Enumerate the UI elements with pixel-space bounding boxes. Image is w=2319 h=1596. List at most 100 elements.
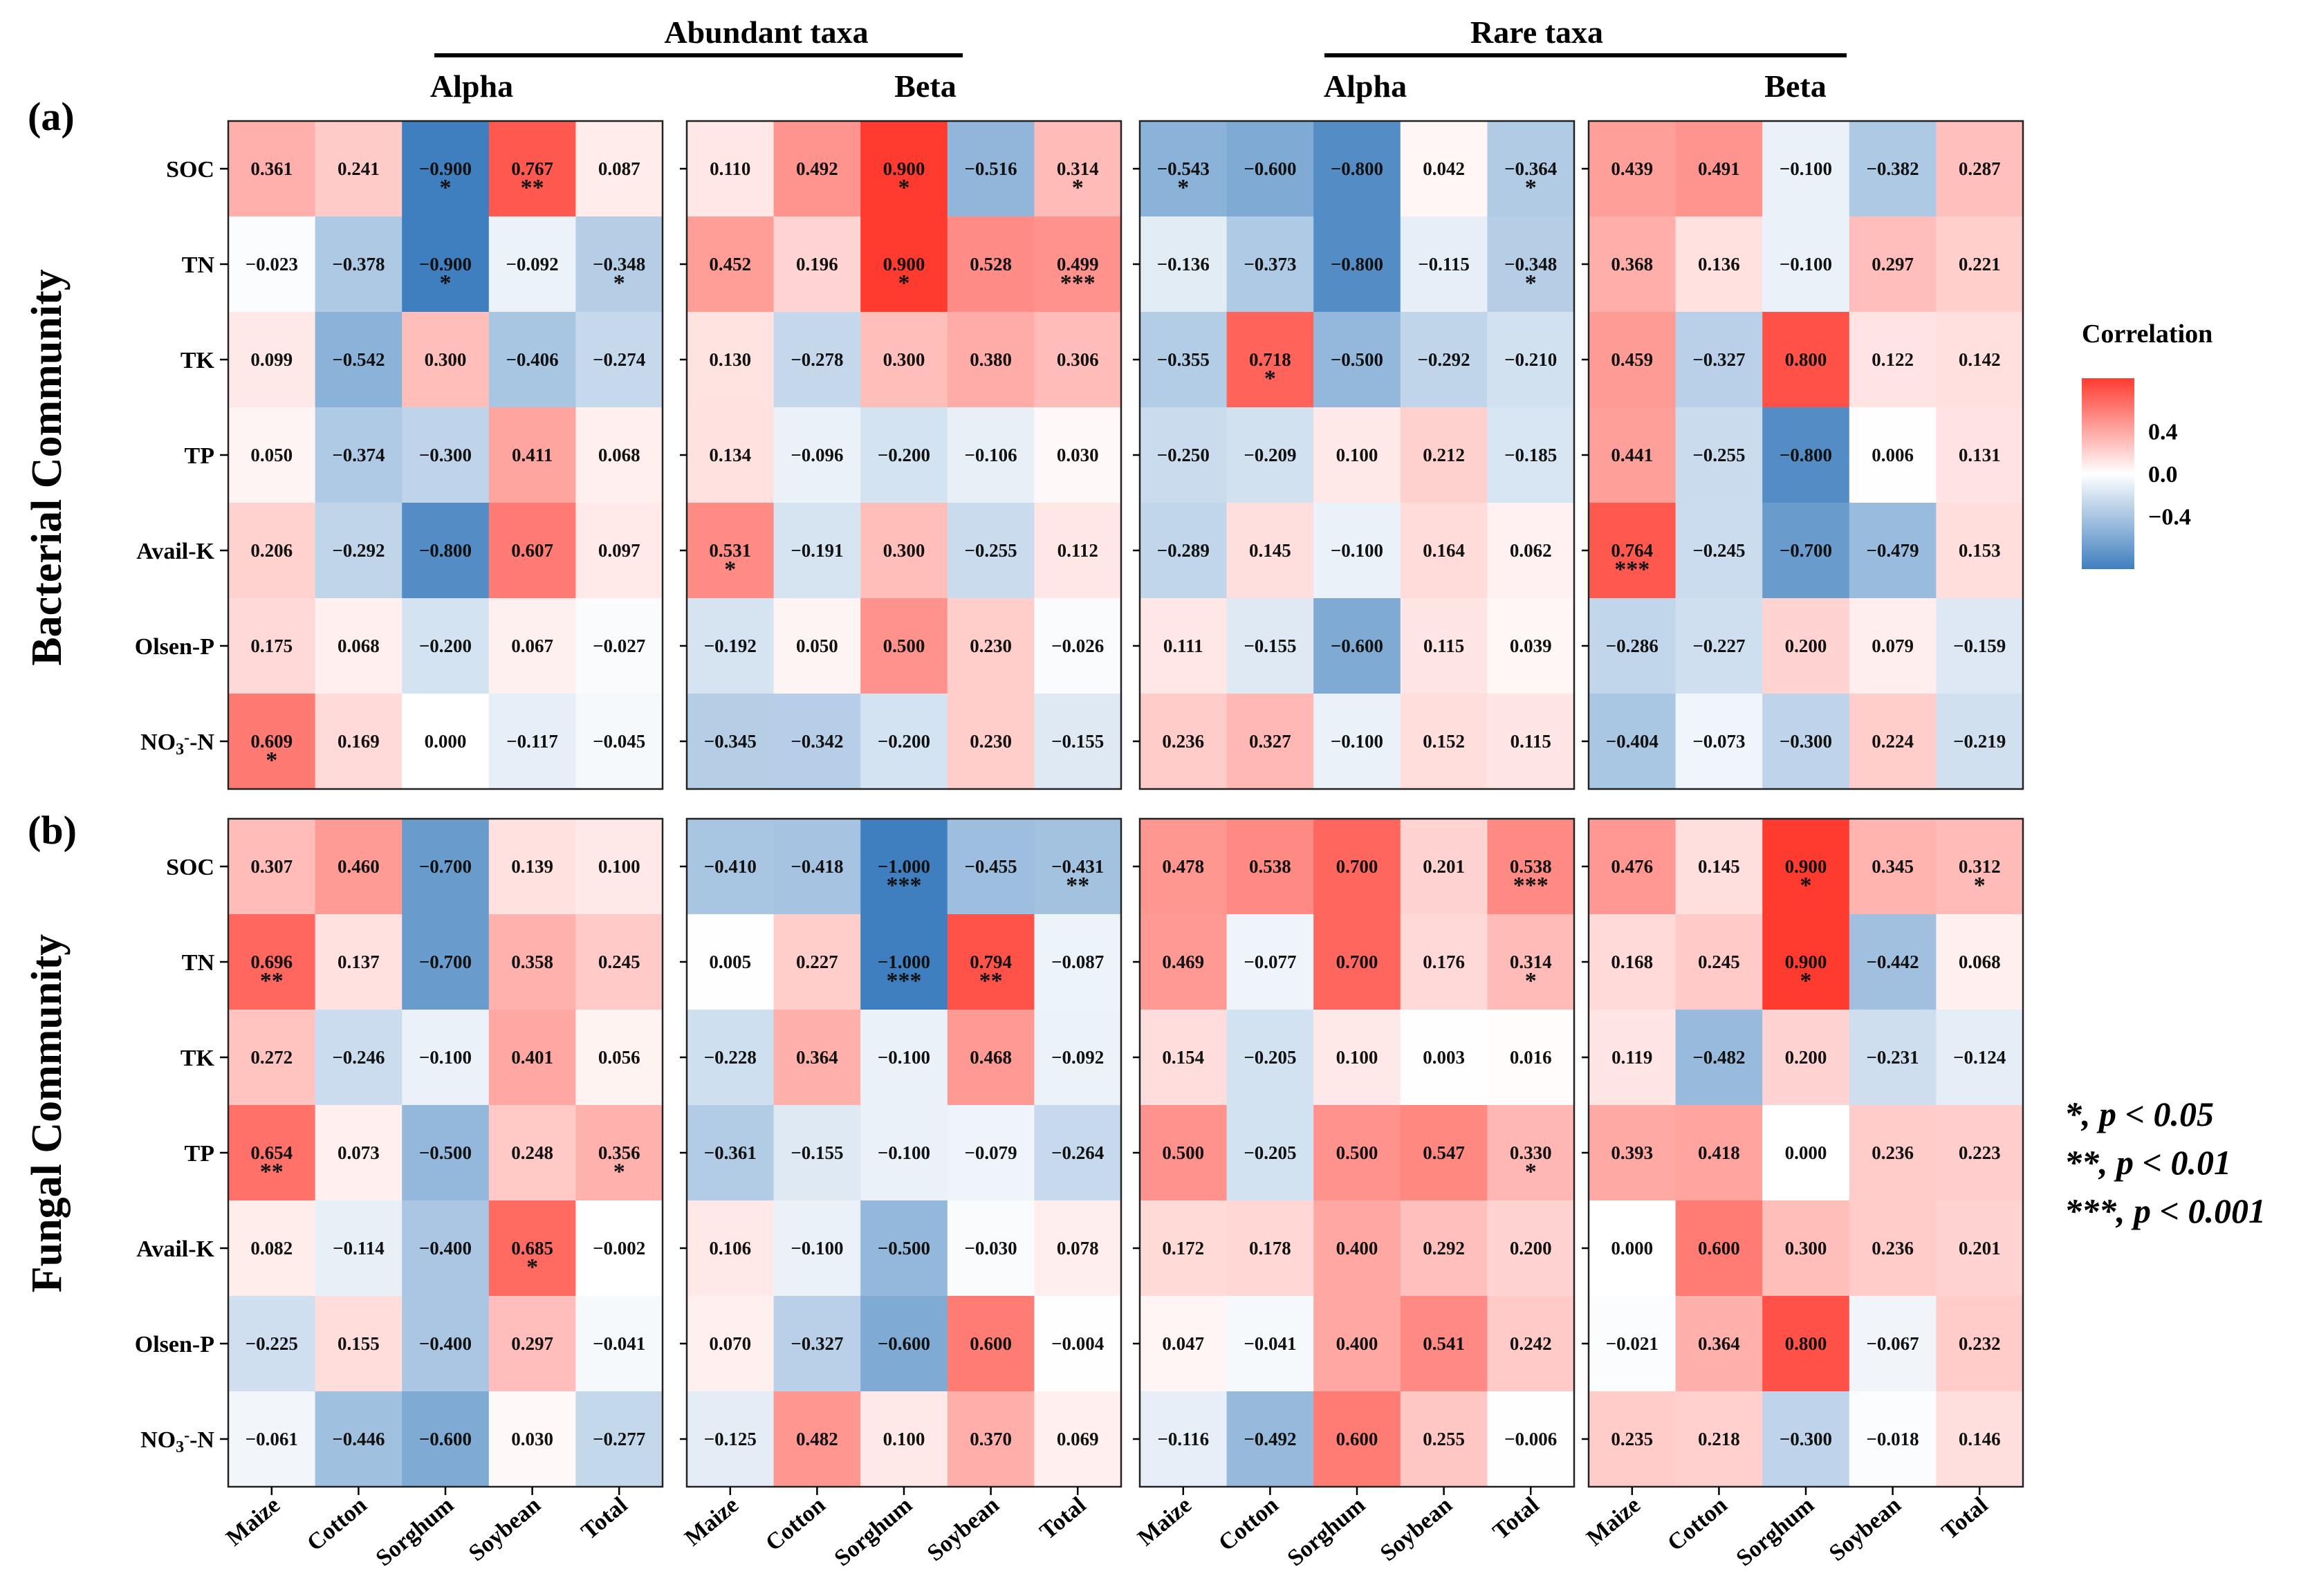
heatmap-cell [1487, 312, 1575, 408]
column-label: Maize [1582, 1492, 1645, 1551]
cell-value-label: 0.232 [1959, 1333, 2001, 1354]
cell-value-label: 0.005 [709, 952, 751, 972]
significance-star: * [1177, 175, 1189, 201]
column-label: Cotton [1214, 1492, 1284, 1557]
cell-value-label: 0.292 [1423, 1238, 1465, 1259]
heatmap-cell [575, 598, 663, 694]
cell-value-label: 0.069 [1057, 1429, 1099, 1449]
heatmap-cell [1849, 1010, 1937, 1106]
cell-value-label: 0.100 [883, 1429, 925, 1449]
heatmap-cell [402, 1200, 490, 1297]
heatmap-cell [773, 914, 861, 1010]
heatmap-cell [1849, 216, 1937, 313]
cell-value-label: −0.292 [1418, 349, 1470, 370]
heatmap-cell [773, 819, 861, 915]
cell-value-label: −0.159 [1953, 635, 2006, 656]
cell-value-label: 0.200 [1785, 635, 1827, 656]
cell-value-label: 0.164 [1423, 540, 1465, 561]
cell-value-label: 0.538 [1249, 856, 1291, 877]
cell-value-label: −0.079 [965, 1142, 1017, 1163]
cell-value-label: 0.767 [511, 158, 553, 179]
cell-value-label: 0.685 [511, 1238, 553, 1259]
heatmap-cell [687, 598, 775, 694]
cell-value-label: 0.100 [1336, 1047, 1378, 1068]
cell-value-label: 0.206 [250, 540, 293, 561]
heatmap-cell [1936, 914, 2024, 1010]
heatmap-cell [1313, 312, 1401, 408]
heatmap-cell [687, 914, 775, 1010]
heatmap-cell [1762, 819, 1850, 915]
cell-value-label: −0.106 [965, 445, 1017, 465]
cell-value-label: −0.900 [419, 254, 472, 275]
cell-value-label: 0.082 [250, 1238, 293, 1259]
heatmap-cell [1226, 598, 1314, 694]
cell-value-label: 0.047 [1162, 1333, 1204, 1354]
heatmap-cell [860, 819, 948, 915]
heatmap-cell [1589, 216, 1676, 313]
cell-value-label: −0.115 [1418, 254, 1470, 275]
heatmap-cell [1936, 216, 2024, 313]
heatmap-cell [860, 1296, 948, 1392]
cell-value-label: 0.700 [1336, 856, 1378, 877]
cell-value-label: −0.404 [1606, 731, 1659, 752]
cell-value-label: 0.900 [883, 158, 925, 179]
cell-value-label: −0.227 [1692, 635, 1745, 656]
heatmap-panel-8: 0.476 0.145 0.900*0.345 0.312*0.168 0.245 0.9… [1582, 817, 2024, 1571]
cell-value-label: −0.455 [965, 856, 1017, 877]
heatmap-cell [860, 216, 948, 313]
heatmap-cell [1400, 914, 1488, 1010]
column-label: Soybean [1376, 1492, 1457, 1566]
cell-value-label: −0.400 [419, 1333, 472, 1354]
heatmap-cell [1313, 914, 1401, 1010]
heatmap-cell [1226, 694, 1314, 790]
cell-value-label: 0.087 [598, 158, 640, 179]
cell-value-label: −0.116 [1157, 1429, 1209, 1449]
heatmap-cell [1226, 1010, 1314, 1106]
cell-value-label: 0.178 [1249, 1238, 1291, 1259]
heatmap-cell [1849, 914, 1937, 1010]
cell-value-label: 0.900 [1785, 856, 1827, 877]
legend-colorbar [2082, 378, 2134, 569]
cell-value-label: −0.446 [332, 1429, 385, 1449]
heatmap-cell [947, 914, 1035, 1010]
cell-value-label: −0.274 [593, 349, 645, 370]
column-label: Total [1937, 1492, 1993, 1545]
heatmap-cell [687, 216, 775, 313]
heatmap-cell [402, 407, 490, 503]
significance-star: * [1072, 175, 1084, 201]
cell-value-label: −0.300 [1780, 731, 1832, 752]
cell-value-label: −0.374 [332, 445, 385, 465]
heatmap-cell [1589, 312, 1676, 408]
group-title-abundant: Abundant taxa [664, 15, 868, 50]
community-label-bacterial: Bacterial Community [24, 269, 71, 665]
row-label: Avail-K [136, 539, 214, 564]
significance-star: * [1264, 366, 1276, 391]
heatmap-cell [575, 121, 663, 217]
heatmap-cell [488, 1010, 576, 1106]
heatmap-cell [228, 407, 316, 503]
row-label: TN [182, 950, 215, 976]
cell-value-label: −0.155 [1244, 635, 1296, 656]
heatmap-cell [575, 312, 663, 408]
cell-value-label: −0.345 [704, 731, 757, 752]
subgroup-title-rare-alpha: Alpha [1324, 68, 1407, 104]
heatmap-cell [1140, 121, 1228, 217]
cell-value-label: −0.096 [791, 445, 843, 465]
heatmap-cell [402, 312, 490, 408]
cell-value-label: −0.418 [791, 856, 843, 877]
cell-value-label: 0.169 [338, 731, 380, 752]
cell-value-label: 0.139 [511, 856, 553, 877]
heatmap-cell [1487, 407, 1575, 503]
significance-star: ** [260, 1159, 284, 1185]
cell-value-label: −0.100 [791, 1238, 843, 1259]
cell-value-label: 0.478 [1162, 856, 1204, 877]
heatmap-cell [1226, 914, 1314, 1010]
cell-value-label: 0.003 [1423, 1047, 1465, 1068]
heatmap-cell [860, 1200, 948, 1297]
cell-value-label: 0.411 [512, 445, 553, 465]
heatmap-cell [1849, 1296, 1937, 1392]
cell-value-label: 0.500 [1336, 1142, 1378, 1163]
cell-value-label: −1.000 [878, 856, 930, 877]
cell-value-label: 0.300 [425, 349, 467, 370]
cell-value-label: −0.004 [1051, 1333, 1104, 1354]
